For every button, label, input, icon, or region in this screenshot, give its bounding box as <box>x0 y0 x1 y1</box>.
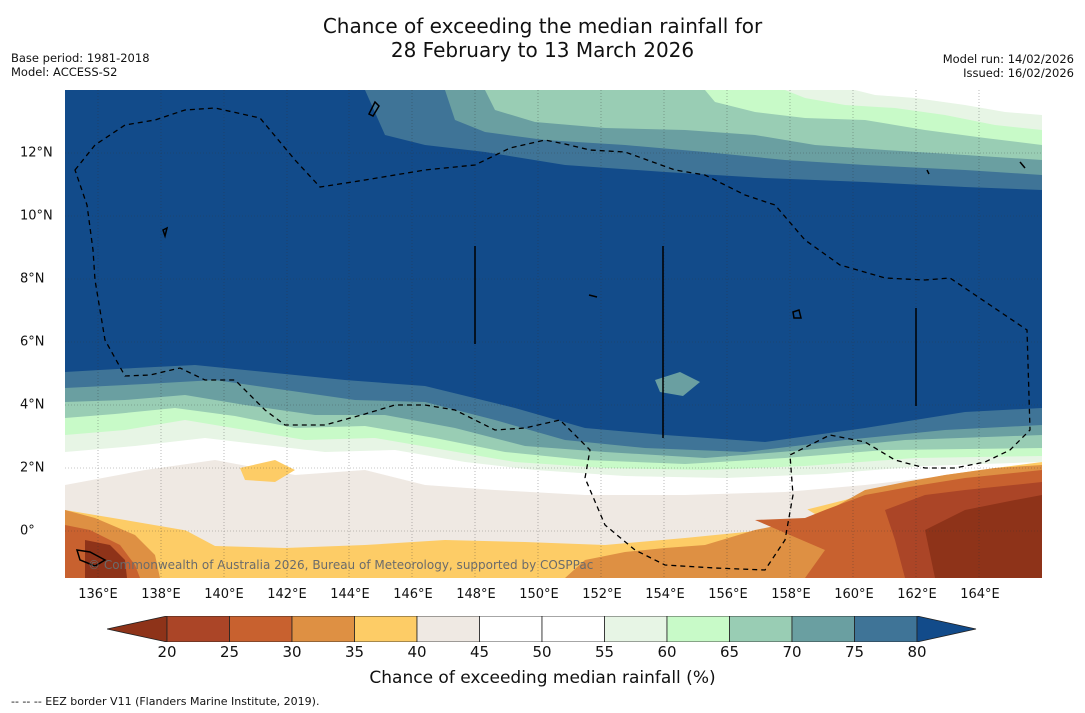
north-band-50 <box>855 90 1042 115</box>
lon-tick-label: 164°E <box>960 587 1000 602</box>
eez-legend-note: -- -- -- EEZ border V11 (Flanders Marine… <box>11 695 320 708</box>
lon-tick-label: 138°E <box>141 587 181 602</box>
map-canvas <box>65 90 1042 578</box>
copyright-notice: © Commonwealth of Australia 2026, Bureau… <box>88 558 594 572</box>
title-line-1: Chance of exceeding the median rainfall … <box>322 14 763 38</box>
rainfall-map <box>65 90 1042 578</box>
southwest-band-20 <box>85 540 127 578</box>
eez-borders <box>74 107 1031 571</box>
colorbar-tick-label: 30 <box>282 643 302 661</box>
lat-tick-label: 12°N <box>20 145 53 161</box>
lon-tick-label: 140°E <box>204 587 244 602</box>
model-run: Model run: 14/02/2026 <box>942 52 1074 66</box>
graticule <box>65 90 1042 578</box>
lon-tick-label: 156°E <box>708 587 748 602</box>
lon-tick-label: 152°E <box>582 587 622 602</box>
lon-tick-label: 162°E <box>897 587 937 602</box>
lat-tick-label: 4°N <box>20 397 45 413</box>
colorbar-tick-label: 70 <box>782 643 802 661</box>
meta-left: Base period: 1981-2018 Model: ACCESS-S2 <box>11 51 150 79</box>
chart-title: Chance of exceeding the median rainfall … <box>0 14 1085 62</box>
colorbar-segment <box>541 616 605 642</box>
colorbar-segment <box>479 616 543 642</box>
lon-tick-label: 148°E <box>456 587 496 602</box>
colorbar-tick-label: 65 <box>719 643 740 661</box>
colorbar-segment <box>291 616 355 642</box>
lat-tick-label: 2°N <box>20 460 45 476</box>
meta-right: Model run: 14/02/2026 Issued: 16/02/2026 <box>943 52 1074 80</box>
colorbar-tick-label: 80 <box>907 643 927 661</box>
colorbar-segment <box>791 616 855 642</box>
issued-date: Issued: 16/02/2026 <box>963 66 1074 80</box>
colorbar-tick-label: 45 <box>469 643 490 661</box>
colorbar-segment <box>604 616 668 642</box>
colorbar-tick-label: 35 <box>344 643 365 661</box>
lon-tick-label: 150°E <box>519 587 559 602</box>
lat-tick-label: 6°N <box>20 334 45 350</box>
colorbar-tick-label: 40 <box>407 643 427 661</box>
colorbar-tick-label: 50 <box>532 643 552 661</box>
title-line-2: 28 February to 13 March 2026 <box>390 38 695 62</box>
anomaly-patch <box>655 372 700 396</box>
coastlines <box>75 100 1026 567</box>
colorbar-extend-high <box>916 616 977 642</box>
colorbar-segment <box>416 616 480 642</box>
lon-tick-label: 142°E <box>267 587 307 602</box>
colorbar-tick-label: 55 <box>594 643 615 661</box>
lon-tick-label: 154°E <box>645 587 685 602</box>
south-band-45-b <box>185 508 825 548</box>
model-name: Model: ACCESS-S2 <box>11 65 118 79</box>
lon-tick-label: 144°E <box>330 587 370 602</box>
colorbar-tick-label: 60 <box>657 643 677 661</box>
colorbar-label: Chance of exceeding median rainfall (%) <box>369 668 716 688</box>
lon-tick-label: 146°E <box>393 587 433 602</box>
colorbar <box>107 616 977 642</box>
hotspot-40-north <box>240 460 295 482</box>
lon-tick-label: 158°E <box>771 587 811 602</box>
colorbar-segment <box>354 616 418 642</box>
colorbar-segment <box>229 616 293 642</box>
base-period: Base period: 1981-2018 <box>11 51 150 65</box>
colorbar-segment <box>666 616 730 642</box>
south-band-20 <box>925 495 1042 578</box>
colorbar-extend-low <box>107 616 168 642</box>
lat-tick-label: 10°N <box>20 208 53 224</box>
colorbar-segment <box>166 616 230 642</box>
lon-tick-label: 160°E <box>834 587 874 602</box>
lon-tick-label: 136°E <box>78 587 118 602</box>
lat-tick-label: 8°N <box>20 271 45 287</box>
colorbar-tick-label: 75 <box>844 643 865 661</box>
lat-tick-label: 0° <box>20 523 35 539</box>
colorbar-tick-label: 20 <box>157 643 177 661</box>
colorbar-segment <box>729 616 793 642</box>
colorbar-segment <box>854 616 918 642</box>
colorbar-tick-label: 25 <box>219 643 240 661</box>
